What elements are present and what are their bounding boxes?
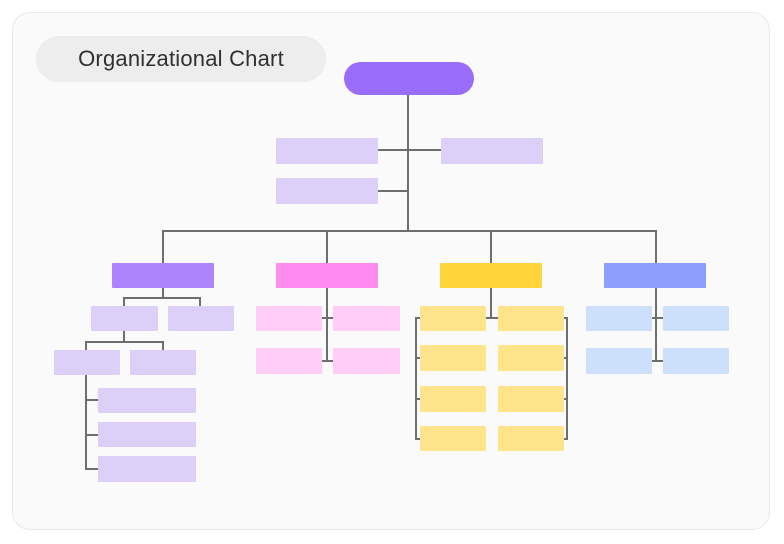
connector-line (415, 398, 421, 400)
connector-line (563, 438, 568, 440)
node-branch-c-child-7[interactable] (420, 426, 486, 451)
node-branch-d-child-2[interactable] (663, 306, 729, 331)
node-branch-b-header[interactable] (276, 263, 378, 288)
connector-line (407, 95, 409, 231)
connector-line (326, 231, 328, 263)
node-branch-a-child-2[interactable] (168, 306, 234, 331)
connector-line (566, 318, 568, 439)
node-branch-a-child-7[interactable] (98, 456, 196, 482)
connector-line (85, 399, 99, 401)
node-branch-a-child-5[interactable] (98, 388, 196, 413)
node-branch-a-child-3[interactable] (54, 350, 120, 375)
node-level2-left-2[interactable] (276, 178, 378, 204)
connector-line (651, 360, 664, 362)
connector-line (162, 231, 164, 263)
connector-line (655, 288, 657, 361)
connector-line (490, 288, 492, 318)
node-branch-b-child-3[interactable] (256, 348, 322, 374)
node-branch-d-child-3[interactable] (586, 348, 652, 374)
node-branch-c-child-5[interactable] (420, 386, 486, 412)
node-branch-b-child-4[interactable] (333, 348, 400, 374)
connector-line (162, 230, 657, 232)
connector-line (85, 468, 99, 470)
node-branch-c-child-3[interactable] (420, 345, 486, 371)
connector-line (85, 342, 87, 350)
connector-line (415, 318, 417, 439)
connector-line (321, 317, 334, 319)
connector-line (162, 342, 164, 350)
connector-line (563, 357, 568, 359)
node-branch-a-child-4[interactable] (130, 350, 196, 375)
connector-line (123, 331, 125, 342)
node-branch-a-header[interactable] (112, 263, 214, 288)
chart-title: Organizational Chart (78, 46, 284, 71)
connector-line (85, 341, 164, 343)
connector-line (415, 357, 421, 359)
connector-line (123, 297, 201, 299)
connector-line (563, 317, 568, 319)
connector-line (490, 231, 492, 263)
connector-line (85, 375, 87, 469)
node-level2-right[interactable] (441, 138, 543, 164)
connector-line (199, 298, 201, 306)
connector-line (162, 288, 164, 298)
node-branch-c-header[interactable] (440, 263, 542, 288)
node-branch-b-child-2[interactable] (333, 306, 400, 331)
connector-line (484, 317, 498, 319)
connector-line (377, 149, 442, 151)
node-branch-c-child-6[interactable] (498, 386, 564, 412)
node-root[interactable] (344, 62, 474, 95)
node-branch-d-header[interactable] (604, 263, 706, 288)
connector-line (415, 438, 421, 440)
chart-title-pill: Organizational Chart (36, 36, 326, 82)
connector-line (655, 231, 657, 263)
node-branch-c-child-8[interactable] (498, 426, 564, 451)
connector-line (651, 317, 664, 319)
connector-line (123, 298, 125, 306)
connector-line (326, 288, 328, 361)
node-branch-d-child-4[interactable] (663, 348, 729, 374)
node-level2-left-1[interactable] (276, 138, 378, 164)
connector-line (85, 434, 99, 436)
node-branch-c-child-4[interactable] (498, 345, 564, 371)
connector-line (415, 317, 421, 319)
node-branch-a-child-1[interactable] (91, 306, 158, 331)
node-branch-d-child-1[interactable] (586, 306, 652, 331)
node-branch-c-child-2[interactable] (498, 306, 564, 331)
connector-line (321, 360, 334, 362)
connector-line (377, 190, 409, 192)
node-branch-a-child-6[interactable] (98, 422, 196, 447)
connector-line (563, 398, 568, 400)
node-branch-c-child-1[interactable] (420, 306, 486, 331)
node-branch-b-child-1[interactable] (256, 306, 322, 331)
